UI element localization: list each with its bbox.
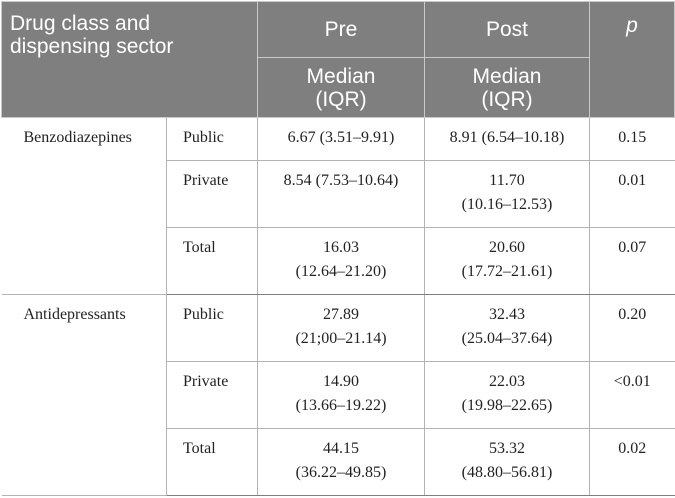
table-row: Private 14.90 (13.66–19.22) 22.03 (19.98–22.… [2, 361, 675, 429]
header-pre-sub-line2: (IQR) [315, 87, 367, 111]
pre-median-cell: 14.90 (13.66–19.22) [257, 361, 425, 429]
pre-value-line: (21;00–21.14) [295, 330, 387, 347]
pre-median-cell: 6.67 (3.51–9.91) [257, 117, 425, 161]
pre-median-cell: 44.15 (36.22–49.85) [257, 428, 425, 496]
header-post: Post [424, 1, 590, 58]
pre-median-cell: 8.54 (7.53–10.64) [257, 160, 425, 228]
post-value-line: 53.32 [489, 440, 525, 457]
post-median-cell: 32.43 (25.04–37.64) [424, 294, 590, 362]
header-drug-class-line1: Drug class and [10, 12, 151, 35]
sector-cell: Private [166, 160, 258, 228]
header-post-median-iqr: Median (IQR) [424, 57, 590, 118]
header-drug-class-line2: dispensing sector [10, 35, 174, 58]
sector-cell: Public [166, 294, 258, 362]
table-row: Private 8.54 (7.53–10.64) 11.70 (10.16–12.5… [2, 160, 675, 228]
sector-cell: Total [166, 227, 258, 295]
table-row: Total 16.03 (12.64–21.20) 20.60 (17.72–21.61… [2, 227, 675, 295]
pre-value-line: 8.54 (7.53–10.64) [283, 172, 399, 189]
group-name: Antidepressants [1, 294, 167, 496]
post-value-line: (25.04–37.64) [461, 330, 553, 347]
header-pre-sub-line1: Median [306, 64, 376, 88]
header-post-sub-line1: Median [472, 64, 542, 88]
pre-value-line: (13.66–19.22) [295, 397, 387, 414]
pre-value-line: 44.15 [323, 440, 359, 457]
post-value-line: 8.91 (6.54–10.18) [449, 129, 565, 146]
sector-cell: Public [166, 117, 258, 161]
pre-value-line: 27.89 [323, 306, 359, 323]
p-value-cell: 0.20 [589, 294, 675, 362]
post-value-line: 20.60 [489, 239, 525, 256]
post-value-line: (48.80–56.81) [461, 464, 553, 481]
header-drug-class: Drug class and dispensing sector [1, 1, 258, 118]
p-value-cell: 0.01 [589, 160, 675, 228]
table-row: Benzodiazepines Public 6.67 (3.51–9.91) 8.9… [1, 117, 675, 295]
post-value-line: 32.43 [489, 306, 525, 323]
header-p-value: p [589, 1, 675, 118]
header-post-sub-line2: (IQR) [481, 87, 533, 111]
sector-cell: Total [166, 428, 258, 496]
pre-median-cell: 27.89 (21;00–21.14) [257, 294, 425, 362]
sector-cell: Private [166, 361, 258, 429]
p-value-cell: 0.02 [589, 428, 675, 496]
table-header: Drug class and dispensing sector Pre Pos… [1, 1, 675, 118]
post-median-cell: 53.32 (48.80–56.81) [424, 428, 590, 496]
post-value-line: 22.03 [489, 373, 525, 390]
header-pre: Pre [257, 1, 425, 58]
post-median-cell: 22.03 (19.98–22.65) [424, 361, 590, 429]
p-value-cell: 0.07 [589, 227, 675, 295]
pre-median-cell: 16.03 (12.64–21.20) [257, 227, 425, 295]
p-value-cell: <0.01 [589, 361, 675, 429]
pre-value-line: 14.90 [323, 373, 359, 390]
pre-value-line: (12.64–21.20) [295, 263, 387, 280]
post-median-cell: 11.70 (10.16–12.53) [424, 160, 590, 228]
pre-value-line: (36.22–49.85) [295, 464, 387, 481]
post-value-line: 11.70 [489, 172, 525, 189]
post-median-cell: 20.60 (17.72–21.61) [424, 227, 590, 295]
post-value-line: (17.72–21.61) [461, 263, 553, 280]
post-median-cell: 8.91 (6.54–10.18) [424, 117, 590, 161]
table-row: Antidepressants Public 27.89 (21;00–21.14) 3… [1, 294, 675, 496]
pre-value-line: 6.67 (3.51–9.91) [287, 129, 395, 146]
post-value-line: (19.98–22.65) [461, 397, 553, 414]
p-value-cell: 0.15 [589, 117, 675, 161]
table-row: Total 44.15 (36.22–49.85) 53.32 (48.80–56.81… [2, 428, 675, 496]
header-pre-median-iqr: Median (IQR) [257, 57, 425, 118]
pre-value-line: 16.03 [323, 239, 359, 256]
table-body: Benzodiazepines Public 6.67 (3.51–9.91) 8.9… [1, 117, 675, 496]
post-value-line: (10.16–12.53) [461, 196, 553, 213]
group-name: Benzodiazepines [1, 117, 167, 295]
